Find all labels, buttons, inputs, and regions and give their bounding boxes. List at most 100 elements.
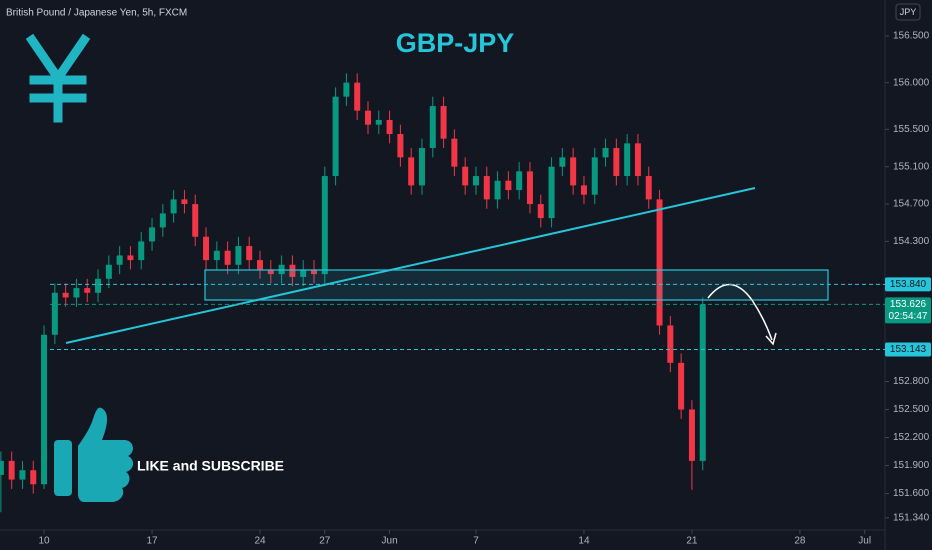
annotation-text: LIKE and SUBSCRIBE xyxy=(137,458,284,474)
y-tick-label: 151.340 xyxy=(893,512,930,523)
price-label: 153.143 xyxy=(890,344,927,355)
candle-body xyxy=(678,362,685,410)
candle-body xyxy=(246,246,253,261)
y-tick-label: 156.500 xyxy=(893,31,930,42)
plot-area xyxy=(0,73,706,513)
yen-icon xyxy=(25,33,91,123)
x-tick-label: 21 xyxy=(686,536,698,547)
y-tick-label: 154.300 xyxy=(893,236,930,247)
candle-body xyxy=(548,166,555,219)
price-label-box xyxy=(885,297,931,324)
candle-body xyxy=(19,470,26,480)
candle-body xyxy=(624,143,631,177)
candle-body xyxy=(332,96,339,177)
candle-body xyxy=(408,157,415,186)
candle-body xyxy=(321,176,328,275)
y-tick-label: 152.800 xyxy=(893,376,930,387)
candle-body xyxy=(526,171,533,205)
price-label-box xyxy=(885,342,931,357)
candle-body xyxy=(105,264,112,279)
currency-label: JPY xyxy=(900,7,917,17)
candle-body xyxy=(537,204,544,219)
candle-body xyxy=(51,292,58,335)
candle-body xyxy=(667,325,674,363)
candle-body xyxy=(472,176,479,186)
candle-body xyxy=(170,199,177,214)
thumbs-up-icon xyxy=(54,407,134,502)
y-tick-label: 156.000 xyxy=(893,77,930,88)
price-label-box xyxy=(885,277,931,292)
candle-body xyxy=(580,185,587,195)
candle-body xyxy=(300,269,307,277)
candle-body xyxy=(364,110,371,125)
candle-body xyxy=(645,176,652,200)
y-tick-label: 152.200 xyxy=(893,432,930,443)
x-tick-label: Jun xyxy=(382,536,398,547)
x-tick-label: 28 xyxy=(794,536,806,547)
candle-body xyxy=(656,199,663,326)
arrow-head xyxy=(765,332,777,346)
candle-body xyxy=(159,213,166,228)
candle-body xyxy=(203,236,210,261)
candle-body xyxy=(613,148,620,177)
candle-body xyxy=(494,180,501,200)
candle-body xyxy=(602,148,609,158)
y-tick-label: 151.900 xyxy=(893,460,930,471)
projection-arrow xyxy=(707,283,773,341)
candle-body xyxy=(440,106,447,139)
candle-body xyxy=(95,278,102,293)
symbol-info: British Pound / Japanese Yen, 5h, FXCM xyxy=(6,8,187,19)
candle-body xyxy=(224,250,231,265)
candle-body xyxy=(451,138,458,167)
y-tick-label: 152.500 xyxy=(893,404,930,415)
y-tick-label: 155.500 xyxy=(893,124,930,135)
candle-body xyxy=(149,227,156,242)
currency-box xyxy=(895,3,921,21)
candle-body xyxy=(116,255,123,265)
candle-body xyxy=(386,120,393,135)
candle-body xyxy=(41,334,48,485)
candle-body xyxy=(138,241,145,261)
x-tick-label: 17 xyxy=(146,536,158,547)
price-label: 153.840 xyxy=(890,279,927,290)
x-tick-label: 10 xyxy=(38,536,50,547)
countdown-label: 02:54:47 xyxy=(889,311,928,322)
candle-body xyxy=(267,269,274,275)
candle-body xyxy=(418,148,425,186)
candle-body xyxy=(343,82,350,97)
candle-body xyxy=(213,250,220,261)
candle-body xyxy=(397,134,404,158)
x-tick-label: 7 xyxy=(473,536,479,547)
candle-body xyxy=(84,288,91,293)
x-tick-label: 24 xyxy=(254,536,266,547)
price-label: 153.626 xyxy=(890,299,927,310)
candle-body xyxy=(688,409,695,461)
candle-body xyxy=(62,292,69,298)
y-tick-label: 155.100 xyxy=(893,161,930,172)
candle-body xyxy=(127,255,134,261)
candle-body xyxy=(289,264,296,277)
x-tick-label: 14 xyxy=(578,536,590,547)
y-tick-label: 154.700 xyxy=(893,199,930,210)
chart-title: GBP-JPY xyxy=(396,28,515,58)
candle-body xyxy=(311,269,318,275)
candle-body xyxy=(505,180,512,191)
candle-body xyxy=(429,106,436,149)
candle-body xyxy=(591,157,598,195)
candle-body xyxy=(634,143,641,177)
candle-body xyxy=(235,246,242,265)
candle-body xyxy=(483,176,490,200)
candle-body xyxy=(73,288,80,298)
trend-line xyxy=(65,187,756,344)
candle-body xyxy=(181,199,188,205)
candle-body xyxy=(462,166,469,186)
candle-body xyxy=(8,460,15,480)
candle-body xyxy=(559,157,566,167)
y-tick-label: 151.600 xyxy=(893,488,930,499)
x-tick-label: Jul xyxy=(858,536,871,547)
candle-body xyxy=(375,120,382,125)
candle-body xyxy=(516,171,523,191)
